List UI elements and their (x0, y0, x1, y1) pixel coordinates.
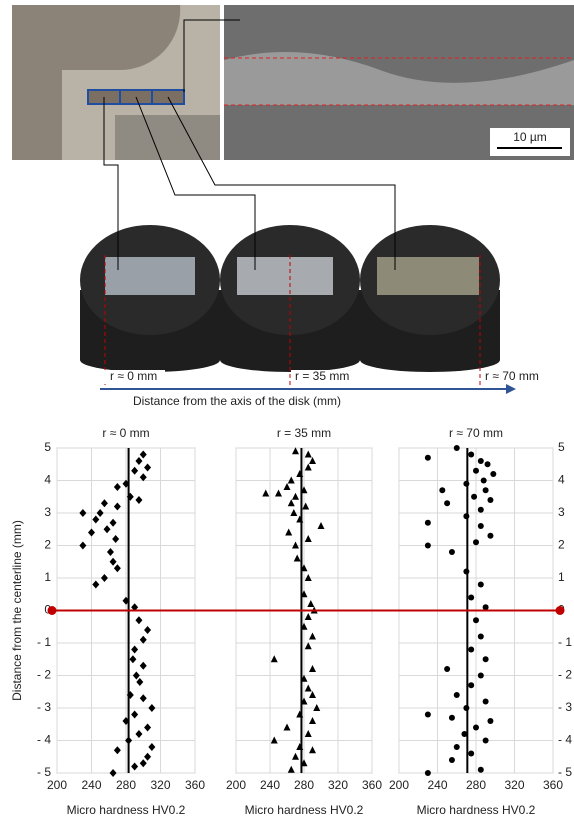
point (487, 533, 493, 539)
x-tick-label: 320 (504, 778, 524, 792)
x-tick-label: 280 (116, 778, 136, 792)
chart-title: r = 35 mm (277, 426, 331, 440)
chart-title: r ≈ 0 mm (102, 426, 149, 440)
point (425, 770, 431, 776)
point (471, 494, 477, 500)
y-tick-label: 4 (558, 473, 565, 487)
y-tick-label: 1 (558, 570, 565, 584)
point (478, 507, 484, 513)
y-tick-label: - 3 (37, 700, 51, 714)
point (454, 744, 460, 750)
point (449, 757, 455, 763)
point (425, 712, 431, 718)
point (485, 461, 491, 467)
y-tick-label: 5 (558, 440, 565, 454)
y-tick-label: 5 (44, 440, 51, 454)
y-tick-label: - 3 (558, 700, 572, 714)
point (473, 725, 479, 731)
y-tick-label: - 5 (558, 765, 572, 779)
x-tick-label: 360 (362, 778, 382, 792)
y-axis-label: Distance from the centerline (mm) (10, 520, 24, 701)
x-tick-label: 240 (260, 778, 280, 792)
y-tick-label: - 4 (558, 733, 572, 747)
figure: 10 µm r ≈ 0 mm r = 35 mm r ≈ 70 mm Dista… (0, 0, 574, 829)
x-tick-label: 200 (389, 778, 409, 792)
x-axis-label: Micro hardness HV0.2 (245, 803, 364, 817)
point (468, 751, 474, 757)
point (444, 500, 450, 506)
point (473, 617, 479, 623)
x-tick-label: 360 (543, 778, 563, 792)
x-tick-label: 280 (294, 778, 314, 792)
point (454, 445, 460, 451)
point (473, 539, 479, 545)
point (478, 673, 484, 679)
point (483, 656, 489, 662)
point (439, 487, 445, 493)
point (483, 699, 489, 705)
point (473, 468, 479, 474)
point (483, 487, 489, 493)
y-tick-label: 2 (558, 538, 565, 552)
y-tick-label: - 1 (558, 635, 572, 649)
y-tick-label: 1 (44, 570, 51, 584)
position-label: r ≈ 70 mm (485, 369, 539, 383)
reference-dot (48, 606, 57, 615)
point (425, 543, 431, 549)
y-tick-label: 3 (558, 505, 565, 519)
point (449, 715, 455, 721)
y-tick-label: 2 (44, 538, 51, 552)
chart-title: r ≈ 70 mm (449, 426, 503, 440)
point (478, 458, 484, 464)
y-tick-label: 3 (44, 505, 51, 519)
point (490, 471, 496, 477)
point (444, 666, 450, 672)
reference-dot (556, 606, 565, 615)
position-label: r = 35 mm (295, 369, 349, 383)
point (478, 523, 484, 529)
y-tick-label: - 1 (37, 635, 51, 649)
point (425, 520, 431, 526)
point (454, 692, 460, 698)
point (468, 682, 474, 688)
x-tick-label: 320 (328, 778, 348, 792)
point (468, 452, 474, 458)
x-axis-label: Micro hardness HV0.2 (67, 803, 186, 817)
point (449, 549, 455, 555)
y-tick-label: - 5 (37, 765, 51, 779)
x-tick-label: 200 (47, 778, 67, 792)
distance-axis-title: Distance from the axis of the disk (mm) (133, 394, 341, 408)
distance-arrow (506, 384, 516, 394)
x-tick-label: 240 (81, 778, 101, 792)
point (468, 647, 474, 653)
x-tick-label: 280 (466, 778, 486, 792)
position-label: r ≈ 0 mm (110, 369, 157, 383)
scale-bar-label: 10 µm (513, 130, 547, 144)
point (425, 455, 431, 461)
x-tick-label: 360 (185, 778, 205, 792)
point (487, 718, 493, 724)
point (487, 497, 493, 503)
point (483, 738, 489, 744)
y-tick-label: - 2 (37, 668, 51, 682)
y-tick-label: - 4 (37, 733, 51, 747)
point (478, 767, 484, 773)
point (478, 634, 484, 640)
x-axis-label: Micro hardness HV0.2 (417, 803, 536, 817)
y-tick-label: - 2 (558, 668, 572, 682)
x-tick-label: 200 (226, 778, 246, 792)
plate-photo (115, 115, 220, 160)
y-tick-label: 4 (44, 473, 51, 487)
point (483, 604, 489, 610)
x-tick-label: 320 (150, 778, 170, 792)
point (478, 582, 484, 588)
point (481, 478, 487, 484)
point (468, 595, 474, 601)
x-tick-label: 240 (427, 778, 447, 792)
